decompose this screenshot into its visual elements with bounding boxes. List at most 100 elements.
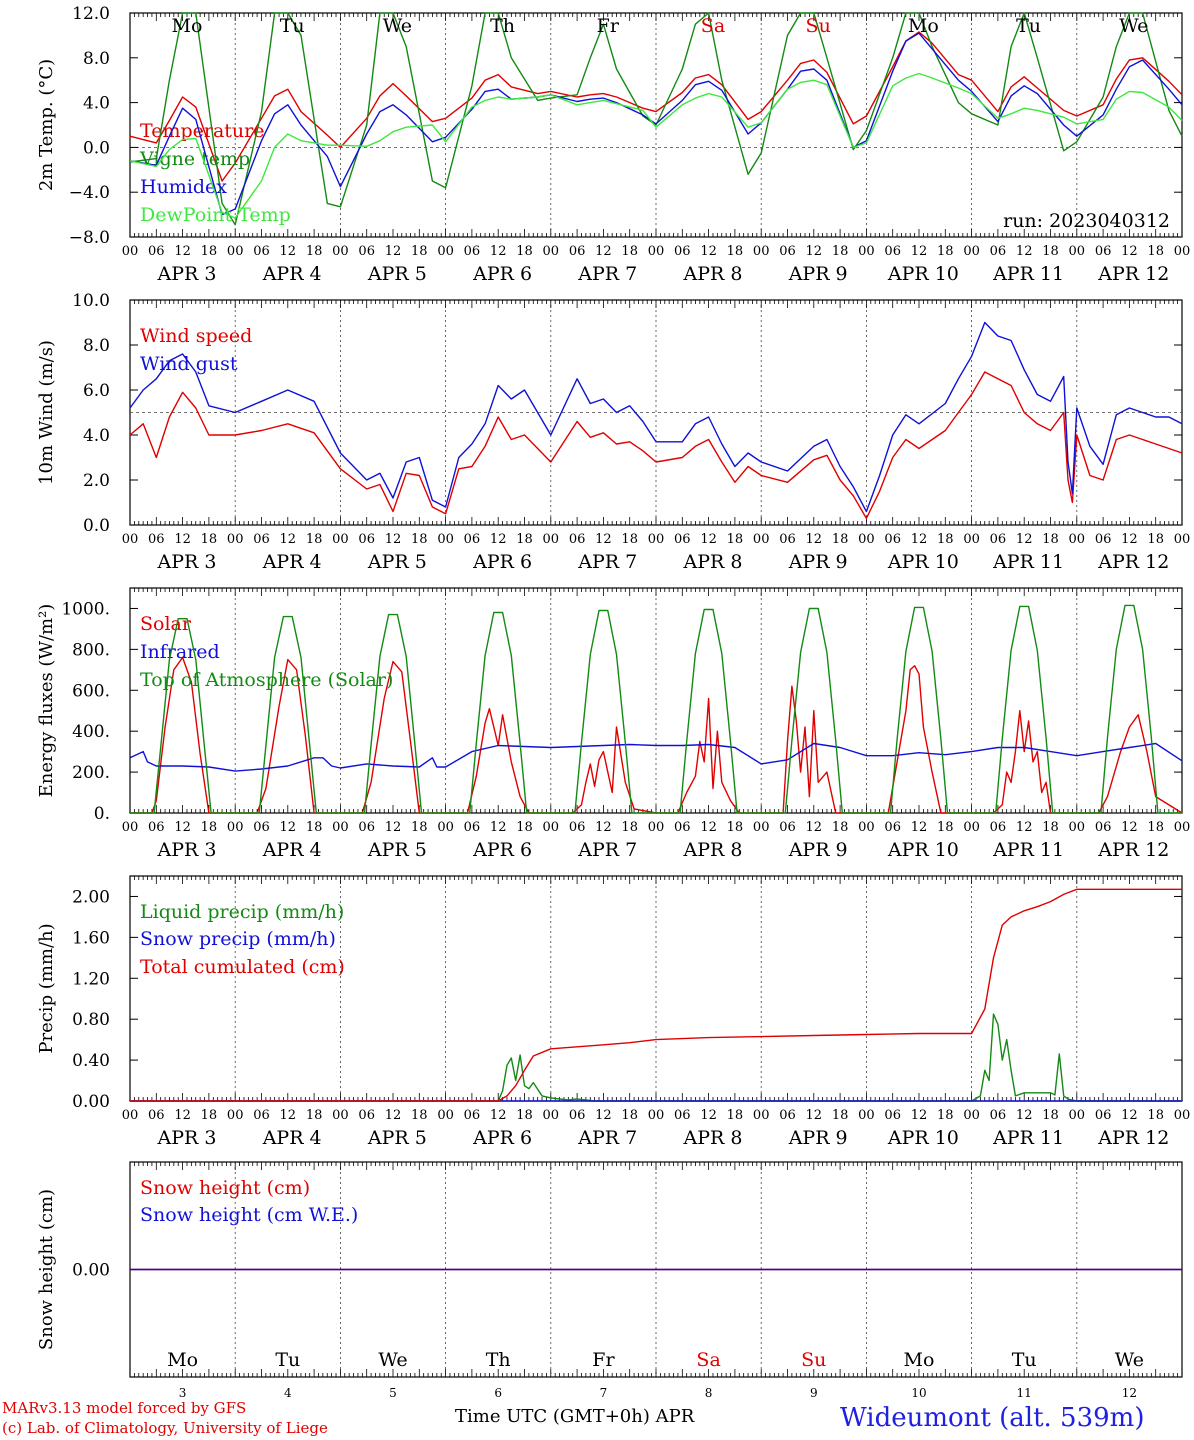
hour-tick-label: 12: [1121, 1108, 1138, 1123]
date-label: APR 11: [992, 551, 1064, 573]
hour-tick-label: 00: [1069, 244, 1086, 259]
hour-tick-label: 00: [963, 1108, 980, 1123]
hour-tick-label: 06: [674, 244, 691, 259]
y-axis-label: Precip (mm/h): [36, 923, 57, 1053]
hour-tick-label: 18: [411, 1108, 428, 1123]
hour-tick-label: 12: [385, 820, 402, 835]
hour-tick-label: 18: [832, 532, 849, 547]
date-label: APR 10: [887, 1127, 959, 1149]
hour-tick-label: 18: [1147, 244, 1164, 259]
weekday-label: Tu: [1016, 15, 1041, 37]
y-tick-label: 400.: [72, 722, 110, 742]
date-label: APR 6: [472, 1127, 532, 1149]
hour-tick-label: 06: [990, 1108, 1007, 1123]
hour-tick-label: 00: [437, 820, 454, 835]
weekday-label: Th: [490, 15, 515, 37]
hour-tick-label: 00: [1174, 244, 1191, 259]
hour-tick-label: 12: [1121, 532, 1138, 547]
hour-tick-label: 00: [963, 532, 980, 547]
legend-entry: DewPoint Temp: [140, 204, 291, 226]
hour-tick-label: 00: [332, 820, 349, 835]
hour-tick-label: 00: [1174, 532, 1191, 547]
hour-tick-label: 12: [595, 820, 612, 835]
hour-tick-label: 18: [201, 244, 218, 259]
hour-tick-label: 12: [490, 1108, 507, 1123]
hour-tick-label: 12: [806, 244, 823, 259]
y-tick-label: 0.40: [72, 1051, 110, 1071]
day-number-label: 7: [600, 1386, 608, 1400]
hour-tick-label: 00: [437, 1108, 454, 1123]
day-number-label: 12: [1122, 1386, 1137, 1400]
hour-tick-label: 18: [411, 820, 428, 835]
hour-tick-label: 12: [700, 244, 717, 259]
hour-tick-label: 12: [174, 820, 191, 835]
date-label: APR 6: [472, 551, 532, 573]
hour-tick-label: 06: [253, 244, 270, 259]
hour-tick-label: 06: [674, 820, 691, 835]
hour-tick-label: 12: [911, 1108, 928, 1123]
day-number-label: 10: [911, 1386, 926, 1400]
hour-tick-label: 18: [727, 1108, 744, 1123]
hour-tick-label: 12: [280, 244, 297, 259]
hour-tick-label: 18: [727, 820, 744, 835]
date-label: APR 4: [262, 839, 322, 861]
hour-tick-label: 00: [858, 1108, 875, 1123]
hour-tick-label: 00: [963, 244, 980, 259]
hour-tick-label: 12: [595, 1108, 612, 1123]
hour-tick-label: 12: [1016, 532, 1033, 547]
y-tick-label: 4.0: [83, 94, 110, 114]
hour-tick-label: 00: [122, 244, 139, 259]
legend-entry: Infrared: [140, 641, 220, 663]
hour-tick-label: 18: [306, 820, 323, 835]
hour-tick-label: 18: [727, 532, 744, 547]
hour-tick-label: 18: [937, 1108, 954, 1123]
date-label: APR 10: [887, 551, 959, 573]
hour-tick-label: 06: [464, 532, 481, 547]
hour-tick-label: 06: [884, 1108, 901, 1123]
date-label: APR 9: [788, 839, 848, 861]
hour-tick-label: 00: [227, 244, 244, 259]
hour-tick-label: 06: [464, 820, 481, 835]
hour-tick-label: 06: [990, 244, 1007, 259]
date-label: APR 9: [788, 1127, 848, 1149]
hour-tick-label: 12: [280, 1108, 297, 1123]
hour-tick-label: 00: [858, 820, 875, 835]
hour-tick-label: 12: [911, 532, 928, 547]
legend-entry: Solar: [140, 613, 192, 635]
series-line: [129, 742, 1183, 772]
hour-tick-label: 06: [674, 532, 691, 547]
hour-tick-label: 00: [858, 532, 875, 547]
series-line: [129, 31, 1183, 182]
series-line: [129, 321, 1183, 513]
hour-tick-label: 00: [332, 1108, 349, 1123]
lab-credit-line: (c) Lab. of Climatology, University of L…: [2, 1419, 328, 1437]
hour-tick-label: 00: [227, 820, 244, 835]
hour-tick-label: 18: [411, 532, 428, 547]
hour-tick-label: 06: [1095, 244, 1112, 259]
hour-tick-label: 00: [753, 1108, 770, 1123]
date-label: APR 3: [157, 263, 217, 285]
hour-tick-label: 06: [779, 1108, 796, 1123]
legend-entry: Total cumulated (cm): [140, 956, 345, 978]
y-tick-label: 0.00: [72, 1092, 110, 1112]
date-label: APR 3: [157, 839, 217, 861]
weekday-label: Tu: [1012, 1349, 1037, 1371]
hour-tick-label: 00: [543, 532, 560, 547]
hour-tick-label: 06: [358, 532, 375, 547]
series-line: [130, 1013, 1182, 1102]
y-tick-label: 8.0: [83, 336, 110, 356]
weekday-label: Sa: [696, 1349, 720, 1371]
hour-tick-label: 18: [621, 820, 638, 835]
legend-entry: Wind speed: [140, 325, 252, 347]
day-number-label: 9: [810, 1386, 818, 1400]
run-label: run: 2023040312: [1003, 210, 1170, 232]
hour-tick-label: 12: [280, 532, 297, 547]
day-number-label: 6: [494, 1386, 502, 1400]
hour-tick-label: 06: [569, 1108, 586, 1123]
hour-tick-label: 00: [543, 1108, 560, 1123]
hour-tick-label: 18: [937, 820, 954, 835]
y-tick-label: 1.60: [72, 928, 110, 948]
weekday-label: Sa: [701, 15, 725, 37]
date-label: APR 8: [683, 551, 743, 573]
hour-tick-label: 18: [516, 244, 533, 259]
